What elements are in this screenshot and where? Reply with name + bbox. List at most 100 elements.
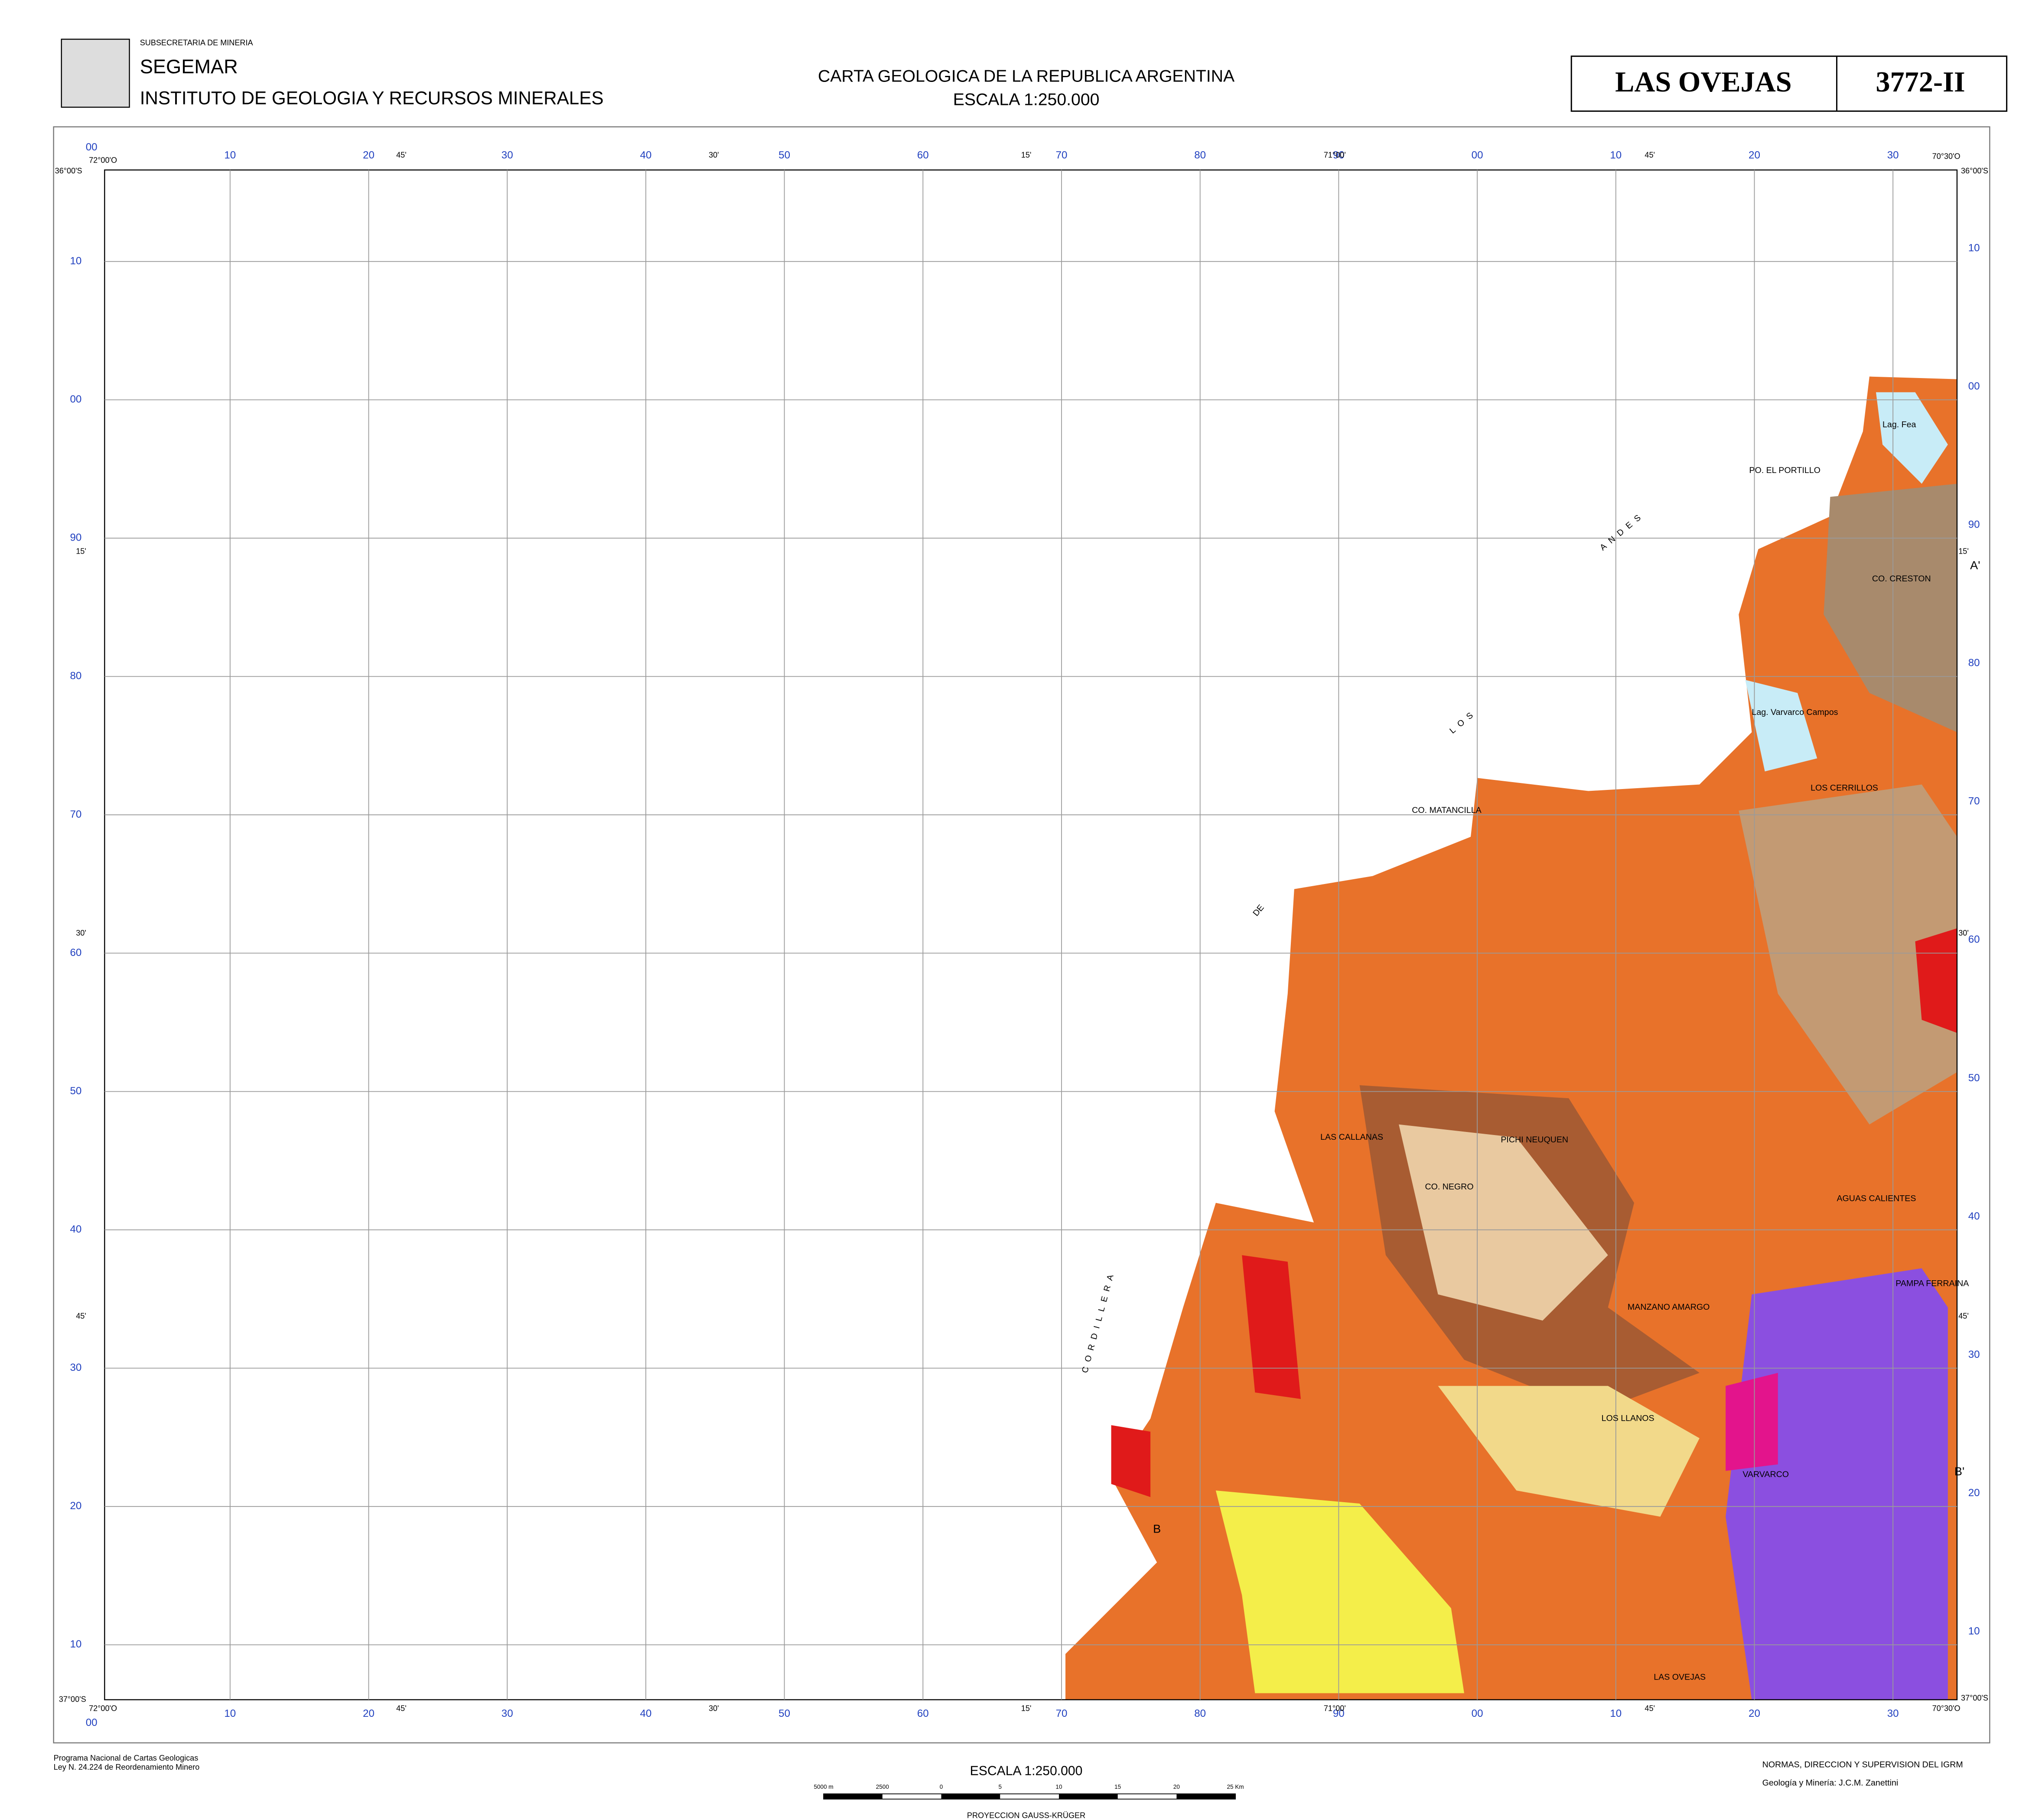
scale-bar-segment (1176, 1794, 1236, 1799)
range-label: ANDES (1598, 509, 1647, 552)
scale-bar-box (823, 1793, 1236, 1800)
agency: SUBSECRETARIA DE MINERIA (140, 38, 254, 47)
x-grid-label: 60 (917, 1708, 929, 1719)
x-grid-label: 50 (778, 1708, 790, 1719)
logo (61, 39, 130, 108)
section-label: B (1153, 1522, 1161, 1536)
corner-coordinate: 70°30'O (1932, 152, 1961, 161)
map-frame (104, 169, 1958, 1700)
y-grid-label: 10 (1968, 242, 1980, 254)
org: SEGEMAR (140, 55, 238, 78)
x-grid-label: 20 (1749, 149, 1760, 161)
minute-label: 71°00' (1324, 1704, 1346, 1712)
authors: Geología y Minería: J.C.M. Zanettini (1762, 1778, 1899, 1788)
peak-label: CO. NEGRO (1425, 1182, 1473, 1192)
y-grid-label: 10 (1968, 1625, 1980, 1637)
y-grid-label: 80 (1968, 657, 1980, 669)
x-grid-label: 10 (224, 149, 236, 161)
unit-red (1242, 1255, 1301, 1399)
scale-bar-label: 10 (1055, 1784, 1062, 1790)
scale-bar-segment (824, 1794, 883, 1799)
place-label: PAMPA FERRAINA (1895, 1279, 1969, 1288)
outer-frame (53, 126, 1990, 1744)
place-label: LOS CERRILLOS (1811, 783, 1878, 793)
corner-coordinate: 70°30'O (1932, 1704, 1961, 1712)
minute-label: 15' (1021, 151, 1032, 160)
minute-label: 30' (1958, 929, 1969, 937)
x-grid-label: 70 (1056, 1708, 1068, 1719)
minute-label: 45' (1645, 151, 1655, 160)
place-label: LOS LLANOS (1602, 1413, 1654, 1423)
x-grid-label: 30 (502, 1708, 513, 1719)
corner-coordinate: 36°00'S (1961, 166, 1988, 175)
y-grid-label: 10 (70, 1638, 82, 1650)
minute-label: 30' (709, 1704, 719, 1712)
minute-label: 15' (1021, 1704, 1032, 1712)
y-grid-label: 00 (70, 394, 82, 405)
y-grid-label: 30 (1968, 1349, 1980, 1360)
peak-label: CO. CRESTON (1872, 574, 1931, 584)
place-label: LAS CALLANAS (1320, 1132, 1383, 1142)
y-grid-label: 50 (1968, 1072, 1980, 1084)
x-grid-label: 20 (363, 149, 375, 161)
minute-label: 71°00' (1324, 151, 1346, 160)
minute-label: 45' (396, 1704, 407, 1712)
section-label: B' (1954, 1464, 1964, 1478)
x-grid-label: 70 (1056, 149, 1068, 161)
x-grid-label: 80 (1194, 1708, 1206, 1719)
x-grid-label: 30 (1887, 149, 1899, 161)
x-grid-label: 30 (1887, 1708, 1899, 1719)
x-grid-label: 10 (1610, 149, 1622, 161)
program: Programa Nacional de Cartas Geologicas (54, 1754, 199, 1762)
x-grid-label: 00 (1472, 149, 1483, 161)
corner-coordinate: 72°00'O (89, 156, 117, 165)
grid: 00 00 10 10 20 20 30 30 40 40 50 50 60 60 70 70 80 80 90 90… (55, 141, 1988, 1729)
projection: PROYECCION GAUSS-KRÜGER (967, 1811, 1085, 1820)
lake-varvarco (1745, 680, 1817, 772)
y-grid-label: 90 (1968, 519, 1980, 531)
corner-coordinate: 37°00'S (59, 1695, 86, 1703)
range-label: LOS (1448, 707, 1479, 735)
scale-bar-label: 5000 m (814, 1784, 833, 1790)
sheet-name: LAS OVEJAS (1615, 66, 1791, 98)
scale-bar-label: 5 (998, 1784, 1002, 1790)
x-grid-label: 90 (1333, 1708, 1345, 1719)
x-grid-label: 90 (1333, 149, 1345, 161)
place-label: AGUAS CALIENTES (1837, 1194, 1916, 1204)
y-grid-label: 50 (70, 1085, 82, 1097)
minute-label: 30' (76, 929, 86, 937)
institute: INSTITUTO DE GEOLOGIA Y RECURSOS MINERAL… (140, 88, 604, 108)
x-grid-label: 20 (1749, 1708, 1760, 1719)
y-grid-label: 90 (70, 532, 82, 544)
unit-magenta (1726, 1373, 1778, 1471)
x-grid-label: 00 (86, 141, 98, 153)
x-grid-label: 10 (224, 1708, 236, 1719)
scale-bar-label: 15 (1114, 1784, 1121, 1790)
range-label: DE (1251, 903, 1266, 918)
minute-label: 45' (1645, 1704, 1655, 1712)
corner-coordinate: 37°00'S (1961, 1693, 1988, 1702)
x-grid-label: 00 (86, 1717, 98, 1729)
scale-bar-label: 0 (940, 1784, 943, 1790)
x-grid-label: 30 (502, 149, 513, 161)
scale-bar-label: 20 (1173, 1784, 1180, 1790)
lake-fea (1876, 392, 1948, 484)
unit-red2 (1111, 1425, 1151, 1497)
sheet-box (1570, 55, 2008, 112)
x-grid-label: 10 (1610, 1708, 1622, 1719)
unit-tan2 (1739, 784, 1957, 1125)
x-grid-label: 60 (917, 149, 929, 161)
place-label: LAS OVEJAS (1654, 1672, 1706, 1682)
unit-red3 (1915, 928, 1957, 1033)
unit-sand (1438, 1386, 1700, 1517)
y-grid-label: 00 (1968, 380, 1980, 392)
x-grid-label: 40 (640, 149, 651, 161)
minute-label: 45' (76, 1312, 86, 1321)
unit-yellow (1215, 1491, 1464, 1693)
geology (1065, 376, 1957, 1700)
scale-bar-label: 25 Km (1227, 1784, 1244, 1790)
y-grid-label: 70 (1968, 796, 1980, 807)
y-grid-label: 10 (70, 255, 82, 267)
